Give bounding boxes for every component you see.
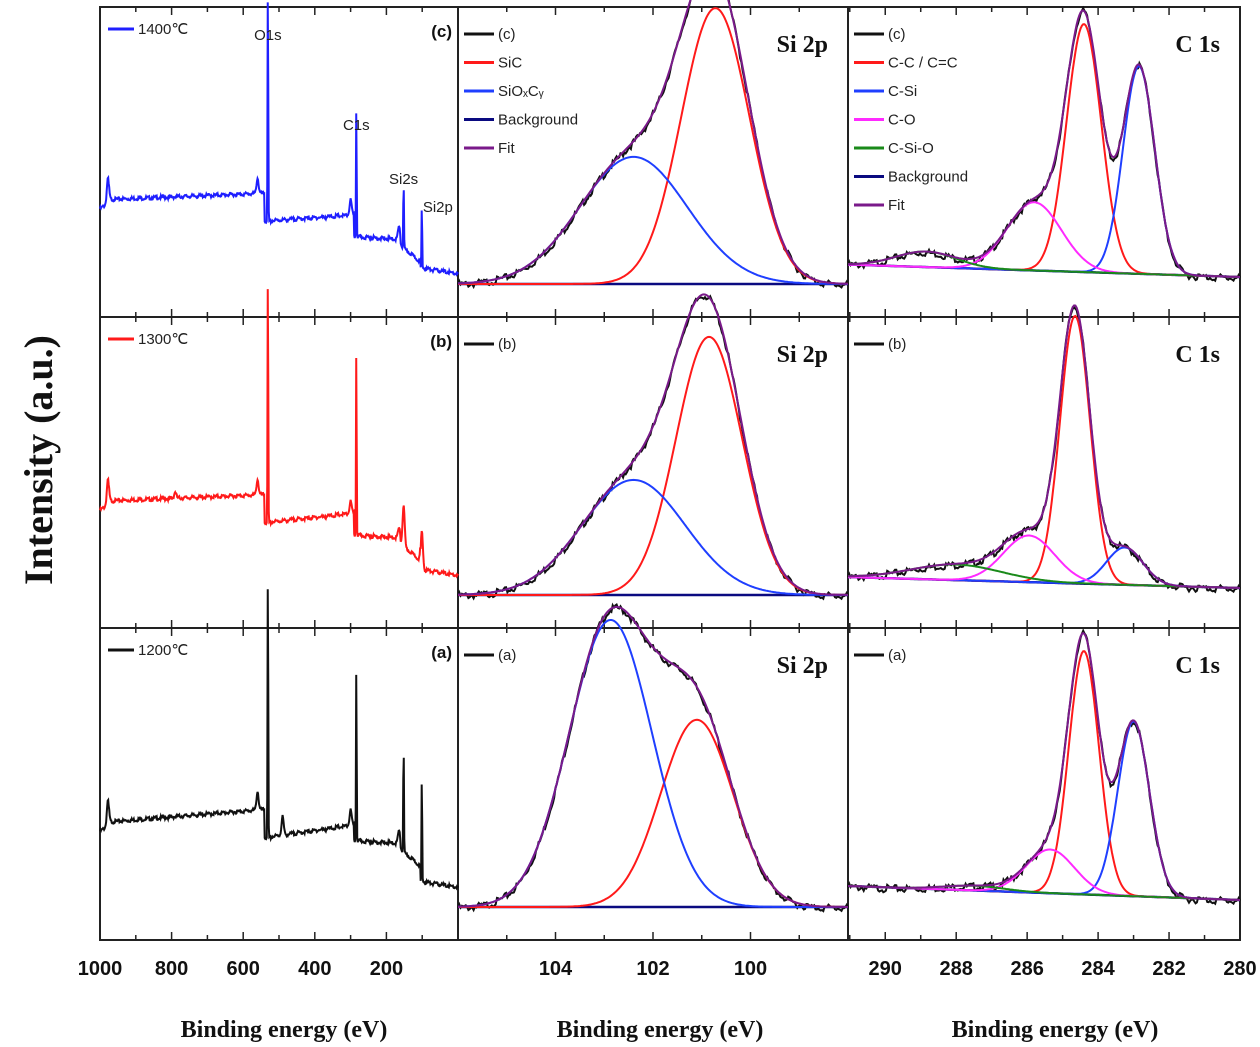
legend-label: 1400℃ bbox=[138, 21, 188, 38]
legend-label: C-O bbox=[888, 112, 916, 129]
component-c-si bbox=[848, 720, 1240, 901]
panel-frame-0-1 bbox=[99, 316, 459, 629]
x-tick-label: 288 bbox=[940, 958, 973, 980]
peak-label: Si2p bbox=[423, 199, 453, 216]
legend-label: (c) bbox=[888, 26, 906, 43]
x-tick-label: 600 bbox=[227, 958, 260, 980]
legend-label: Fit bbox=[888, 197, 905, 214]
fit-envelope bbox=[848, 304, 1240, 589]
x-tick-label: 286 bbox=[1010, 958, 1043, 980]
x-tick-label: 400 bbox=[298, 958, 331, 980]
x-tick-label: 280 bbox=[1223, 958, 1256, 980]
fit-envelope bbox=[847, 9, 1240, 278]
legend-label: Fit bbox=[498, 140, 515, 157]
panel-frame-0-0 bbox=[99, 6, 459, 318]
peak-label: O1s bbox=[254, 27, 282, 44]
fit-envelope bbox=[848, 631, 1240, 901]
component-sic bbox=[458, 335, 848, 596]
legend-label: SiOₓCᵧ bbox=[498, 83, 544, 100]
panel-title: C 1s bbox=[1175, 32, 1220, 58]
plot-area: 1000 800 600 400 200 104 102 100 290 288 286 284 282… bbox=[78, 0, 1257, 980]
legend-label: (b) bbox=[498, 336, 516, 353]
fit-envelope bbox=[457, 0, 848, 285]
legend-label: SiC bbox=[498, 55, 522, 72]
x-tick-label: 290 bbox=[869, 958, 902, 980]
x-axis-label-c1s: Binding energy (eV) bbox=[952, 1017, 1159, 1043]
x-axis-label-si2p: Binding energy (eV) bbox=[557, 1017, 764, 1043]
x-tick-label: 284 bbox=[1081, 958, 1115, 980]
x-tick-label: 104 bbox=[539, 958, 573, 980]
x-tick-label: 200 bbox=[370, 958, 403, 980]
x-tick-label: 102 bbox=[636, 958, 669, 980]
peak-label: C1s bbox=[343, 117, 370, 134]
component-c-c-c-c bbox=[848, 650, 1240, 901]
component-sic bbox=[458, 7, 849, 285]
peak-label: Si2s bbox=[389, 171, 418, 188]
panel-letter: (a) bbox=[431, 643, 452, 662]
legend-label: C-C / C=C bbox=[888, 55, 958, 72]
panel-letter: (c) bbox=[431, 22, 452, 41]
legend-label: Background bbox=[888, 169, 968, 186]
legend-label: 1300℃ bbox=[138, 331, 188, 348]
panel-title: Si 2p bbox=[777, 32, 828, 58]
x-tick-label: 800 bbox=[155, 958, 188, 980]
x-tick-label: 100 bbox=[734, 958, 767, 980]
component-sio-c- bbox=[457, 155, 848, 285]
panel-title: Si 2p bbox=[777, 342, 828, 368]
survey-spectrum bbox=[99, 589, 459, 891]
panel-title: C 1s bbox=[1175, 653, 1220, 679]
x-tick-label: 1000 bbox=[78, 958, 123, 980]
fit-envelope bbox=[458, 293, 848, 596]
panel-title: C 1s bbox=[1175, 342, 1220, 368]
x-axis-label-survey: Binding energy (eV) bbox=[181, 1017, 388, 1043]
legend-label: C-Si-O bbox=[888, 140, 934, 157]
fit-envelope bbox=[457, 605, 848, 908]
legend-label: Background bbox=[498, 112, 578, 129]
legend-label: (b) bbox=[888, 336, 906, 353]
legend-label: (a) bbox=[498, 647, 516, 664]
x-tick-label: 282 bbox=[1152, 958, 1185, 980]
legend-label: (c) bbox=[498, 26, 516, 43]
legend-label: 1200℃ bbox=[138, 642, 188, 659]
component-sic bbox=[458, 718, 848, 908]
panel-title: Si 2p bbox=[777, 653, 828, 679]
legend-label: (a) bbox=[888, 647, 906, 664]
panel-frame-2-2 bbox=[847, 627, 1241, 941]
panel-letter: (b) bbox=[430, 332, 452, 351]
raw-spectrum bbox=[457, 602, 849, 913]
survey-spectrum bbox=[99, 2, 459, 277]
y-axis-label: Intensity (a.u.) bbox=[16, 335, 61, 585]
survey-spectrum bbox=[99, 289, 459, 579]
legend-label: C-Si bbox=[888, 83, 917, 100]
